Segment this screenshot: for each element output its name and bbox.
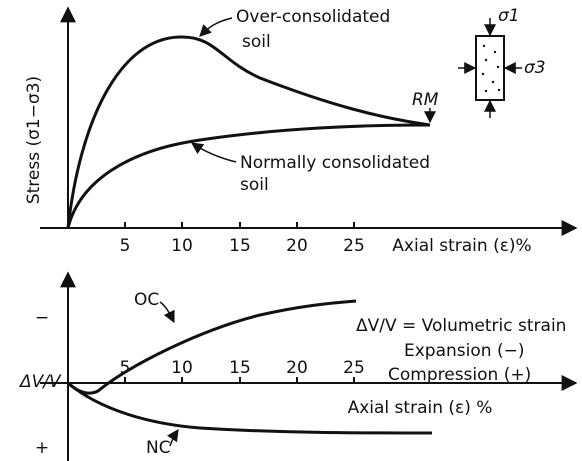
pointer-arrow bbox=[191, 142, 237, 163]
x-tick-label: 10 bbox=[171, 236, 193, 256]
oc-curve bbox=[66, 299, 357, 395]
x-tick-label: 5 bbox=[120, 358, 131, 378]
curve-label: soil bbox=[240, 175, 269, 195]
curve-label: Over-consolidated bbox=[236, 7, 390, 27]
nc-curve bbox=[67, 381, 433, 435]
curve-label: NC bbox=[146, 438, 171, 458]
sigma-label: σ1 bbox=[498, 6, 520, 26]
specimen-inset: σ1 σ3 bbox=[458, 6, 546, 118]
x-tick-label: 15 bbox=[229, 236, 251, 256]
definition: Expansion (−) bbox=[404, 341, 524, 361]
x-tick-label: 5 bbox=[120, 236, 131, 256]
x-tick-label: 20 bbox=[286, 236, 308, 256]
x-tick-label: 20 bbox=[286, 358, 308, 378]
x-axis-label: Axial strain (ε)% bbox=[392, 236, 531, 256]
definition: Compression (+) bbox=[388, 365, 531, 385]
rm-label: RM bbox=[412, 90, 439, 110]
x-axis-label: Axial strain (ε) % bbox=[348, 398, 493, 418]
sigma-label: σ3 bbox=[524, 58, 546, 78]
curve-label: soil bbox=[242, 32, 271, 52]
pointer-arrow bbox=[199, 17, 233, 37]
pointer-arrow bbox=[167, 429, 179, 447]
definition: ΔV/V = Volumetric strain bbox=[356, 316, 566, 336]
curve-label: Normally consolidated bbox=[240, 153, 430, 173]
volume-plot: 5 10 15 20 25 Axial strain (ε) % ΔV/V − … bbox=[18, 271, 578, 461]
over-consolidated-curve bbox=[66, 35, 431, 229]
y-axis-label: Stress (σ1−σ3) bbox=[24, 76, 44, 204]
x-tick-label: 25 bbox=[343, 236, 365, 256]
stress-plot: 5 10 15 20 25 Axial strain (ε)% Stress (… bbox=[24, 6, 578, 256]
normally-consolidated-curve bbox=[66, 123, 431, 229]
compression-sign: + bbox=[35, 438, 49, 458]
expansion-sign: − bbox=[35, 308, 49, 328]
x-tick-label: 25 bbox=[343, 358, 365, 378]
x-tick-label: 10 bbox=[171, 358, 193, 378]
x-tick-label: 15 bbox=[229, 358, 251, 378]
curve-label: OC bbox=[134, 290, 159, 310]
pointer-arrow bbox=[159, 301, 175, 324]
y-axis-label: ΔV/V bbox=[18, 372, 62, 392]
specimen-dots bbox=[481, 44, 501, 93]
x-ticks bbox=[124, 222, 355, 228]
